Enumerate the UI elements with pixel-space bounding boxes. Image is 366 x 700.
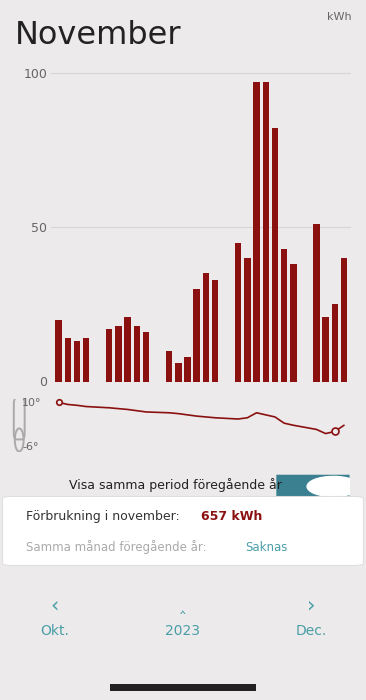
Text: November: November: [15, 20, 181, 50]
Bar: [203, 274, 209, 382]
Bar: [235, 243, 241, 382]
Text: ‸: ‸: [180, 596, 186, 615]
Bar: [290, 264, 296, 382]
Bar: [166, 351, 172, 382]
Circle shape: [307, 477, 360, 496]
Bar: [194, 289, 200, 382]
Bar: [332, 304, 338, 382]
Legend: November 2023: November 2023: [234, 422, 346, 435]
Bar: [74, 342, 80, 382]
Text: Förbrukning i november:: Förbrukning i november:: [26, 510, 179, 523]
Text: ‹: ‹: [51, 596, 59, 615]
Bar: [106, 329, 112, 382]
Text: Samma månad föregående år:: Samma månad föregående år:: [26, 540, 206, 554]
Text: 10°: 10°: [21, 398, 41, 407]
Text: 2023: 2023: [165, 624, 201, 638]
Bar: [184, 357, 191, 382]
Text: kWh: kWh: [327, 12, 351, 22]
Text: Okt.: Okt.: [41, 624, 69, 638]
Bar: [244, 258, 251, 382]
Bar: [253, 82, 260, 382]
Bar: [313, 224, 320, 382]
FancyBboxPatch shape: [95, 683, 271, 692]
Bar: [272, 128, 278, 382]
Bar: [212, 279, 219, 382]
Text: -6°: -6°: [23, 442, 40, 452]
Bar: [322, 316, 329, 382]
FancyBboxPatch shape: [276, 475, 350, 498]
FancyBboxPatch shape: [3, 496, 363, 566]
Bar: [83, 338, 89, 382]
Bar: [55, 320, 62, 382]
Bar: [262, 82, 269, 382]
Bar: [341, 258, 347, 382]
Text: Visa samma period föregående år: Visa samma period föregående år: [69, 478, 282, 492]
Bar: [134, 326, 140, 382]
Bar: [143, 332, 149, 382]
Bar: [175, 363, 182, 382]
Bar: [124, 316, 131, 382]
Text: Saknas: Saknas: [245, 540, 288, 554]
Text: 657 kWh: 657 kWh: [201, 510, 263, 523]
Bar: [281, 248, 287, 382]
Text: Dec.: Dec.: [295, 624, 327, 638]
Bar: [64, 338, 71, 382]
Bar: [115, 326, 122, 382]
Text: ›: ›: [307, 596, 315, 615]
